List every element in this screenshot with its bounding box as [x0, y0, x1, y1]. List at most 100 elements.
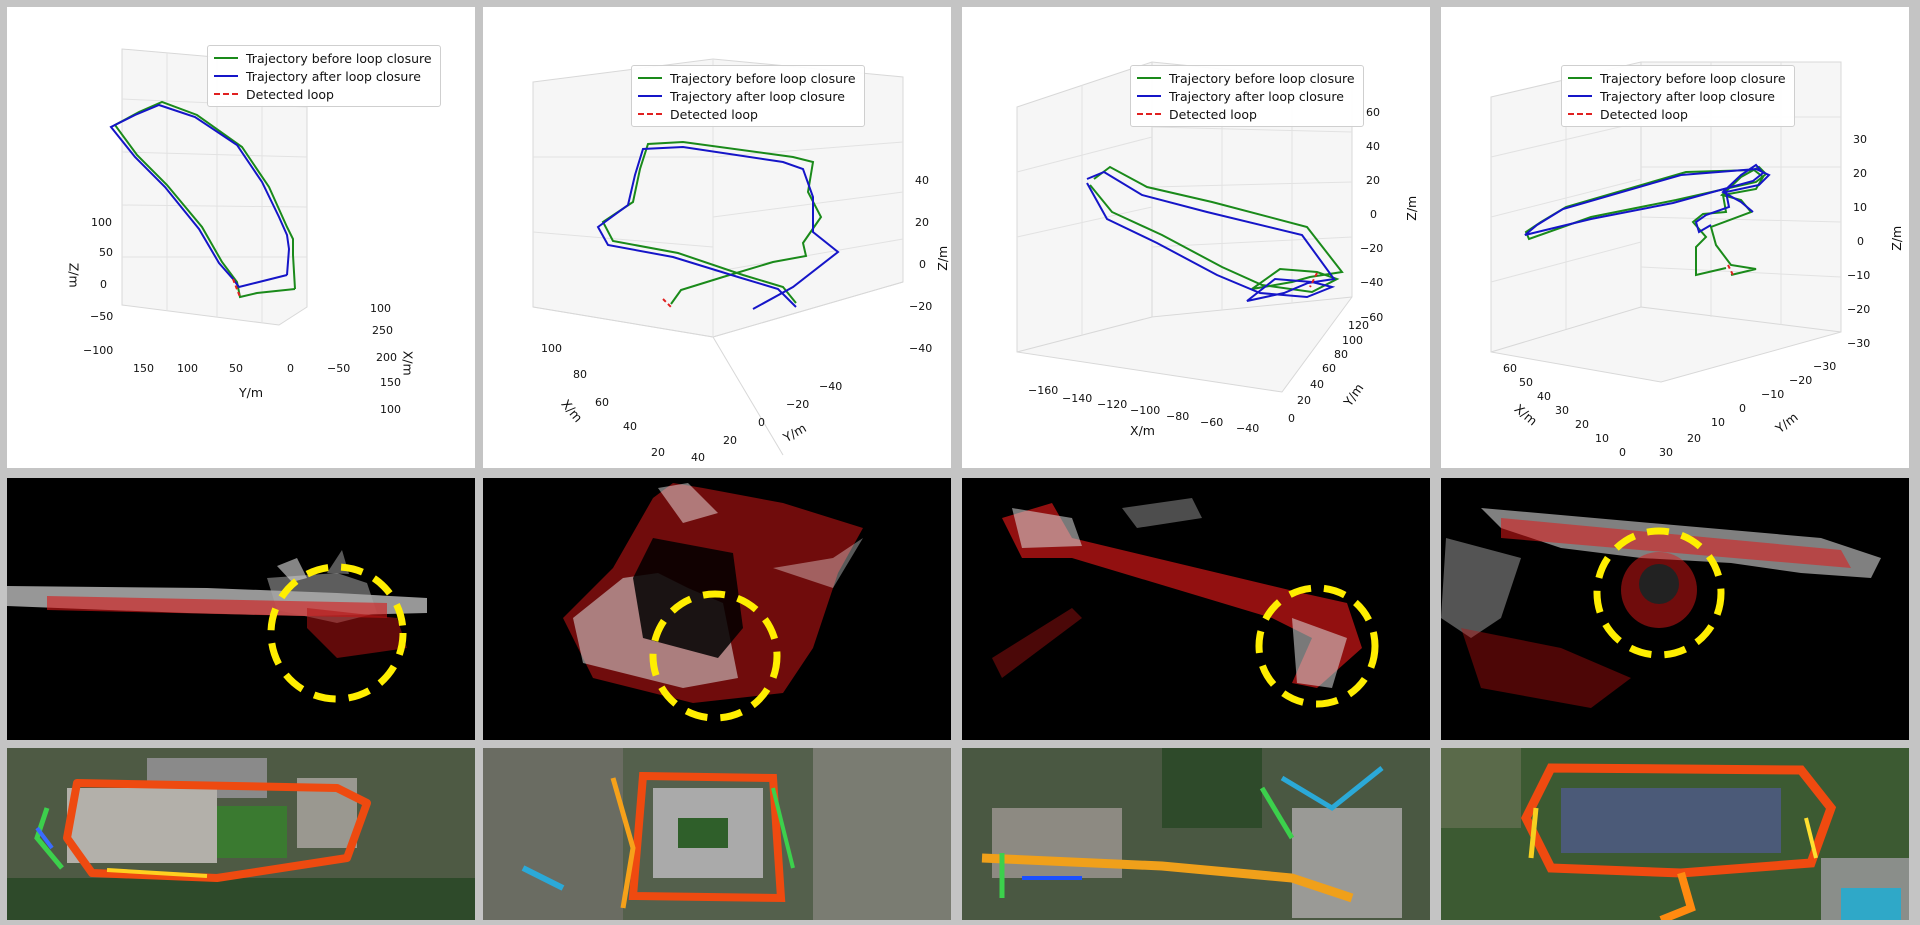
plot-axes-1 [109, 48, 308, 326]
y-tick: 40 [1310, 378, 1324, 391]
loop-highlight-circle [1593, 527, 1725, 659]
x-tick: 40 [1537, 390, 1551, 403]
z-tick: −40 [909, 342, 933, 355]
detected-loop-2 [662, 298, 672, 308]
x-tick: 20 [651, 446, 665, 459]
z-tick: 20 [1366, 174, 1380, 187]
trajectory-plot-2: Trajectory before loop closure Trajector… [483, 7, 951, 468]
x-tick: −60 [1200, 416, 1224, 429]
y-tick: 20 [1687, 432, 1701, 445]
x-tick: 250 [372, 324, 393, 337]
legend-item-before: Trajectory before loop closure [638, 69, 856, 87]
y-tick: 20 [1297, 394, 1311, 407]
z-tick: 0 [1857, 235, 1864, 248]
legend-item-after: Trajectory after loop closure [214, 67, 432, 85]
z-tick: 40 [915, 174, 929, 187]
legend-item-loop: Detected loop [1137, 105, 1355, 123]
x-axis-label: X/m [400, 350, 416, 376]
z-tick: 0 [100, 278, 107, 291]
legend-4: Trajectory before loop closure Trajector… [1561, 65, 1795, 127]
legend-3: Trajectory before loop closure Trajector… [1130, 65, 1364, 127]
point-cloud-map-4 [1441, 478, 1909, 740]
trajectory-after-2 [596, 145, 840, 310]
x-axis-label: X/m [1130, 423, 1155, 438]
x-tick: 10 [1595, 432, 1609, 445]
z-tick: −20 [1360, 242, 1384, 255]
z-tick: 0 [919, 258, 926, 271]
z-axis-label: Z/m [1889, 225, 1905, 251]
legend-item-before: Trajectory before loop closure [1568, 69, 1786, 87]
x-tick: 60 [595, 396, 609, 409]
legend-item-loop: Detected loop [214, 85, 432, 103]
z-tick: 20 [915, 216, 929, 229]
legend-1: Trajectory before loop closure Trajector… [207, 45, 441, 107]
legend-item-after: Trajectory after loop closure [638, 87, 856, 105]
x-tick: 100 [380, 403, 401, 416]
y-tick: −20 [1789, 374, 1813, 387]
y-tick: 50 [229, 362, 243, 375]
loop-highlight-circle [1255, 584, 1379, 708]
y-tick: 0 [1288, 412, 1295, 425]
legend-item-loop: Detected loop [638, 105, 856, 123]
trajectory-plot-3: Trajectory before loop closure Trajector… [962, 7, 1430, 468]
point-cloud-map-1 [7, 478, 475, 740]
z-tick: −100 [83, 344, 114, 357]
trajectory-before-2 [601, 140, 823, 305]
trajectory-before-3 [1089, 165, 1344, 294]
trajectory-plot-1: Trajectory before loop closure Trajector… [7, 7, 475, 468]
satellite-overlay-4 [1441, 748, 1909, 920]
z-axis-label: Z/m [935, 245, 951, 271]
trajectory-after-3 [1086, 170, 1336, 302]
z-tick: 20 [1853, 167, 1867, 180]
detected-loop-3 [1309, 272, 1318, 288]
y-tick: −40 [819, 380, 843, 393]
satellite-map-2 [483, 748, 951, 920]
detected-loop-4 [1727, 264, 1735, 278]
x-tick: 20 [1575, 418, 1589, 431]
z-tick: −10 [1847, 269, 1871, 282]
y-tick: 120 [1348, 319, 1369, 332]
x-tick: −100 [1130, 404, 1161, 417]
z-tick: −30 [1847, 337, 1871, 350]
y-tick: 0 [287, 362, 294, 375]
z-tick: −60 [1360, 311, 1384, 324]
y-tick: 10 [1711, 416, 1725, 429]
y-axis-label: Y/m [239, 385, 264, 400]
z-tick: 10 [1853, 201, 1867, 214]
z-tick: 0 [1370, 208, 1377, 221]
x-tick: −40 [1236, 422, 1260, 435]
detected-loop-1 [232, 278, 241, 298]
point-cloud-map-2 [483, 478, 951, 740]
z-tick: −20 [909, 300, 933, 313]
y-tick: −20 [786, 398, 810, 411]
x-tick: 80 [573, 368, 587, 381]
trajectory-plot-4: Trajectory before loop closure Trajector… [1441, 7, 1909, 468]
loop-highlight-circle [267, 563, 407, 703]
loop-highlight-circle [649, 590, 781, 722]
edge-tick: 100 [370, 302, 391, 315]
x-tick: −160 [1028, 384, 1059, 397]
z-tick: 100 [91, 216, 112, 229]
z-tick: −40 [1360, 276, 1384, 289]
z-tick: 60 [1366, 106, 1380, 119]
x-tick: −80 [1166, 410, 1190, 423]
y-tick: 100 [1342, 334, 1363, 347]
y-tick: 60 [1322, 362, 1336, 375]
z-tick: 40 [1366, 140, 1380, 153]
point-cloud-2 [563, 483, 863, 722]
point-cloud-map-3 [962, 478, 1430, 740]
point-cloud-1 [7, 550, 427, 703]
satellite-overlay-3 [962, 748, 1430, 920]
y-tick: 100 [177, 362, 198, 375]
x-tick: −120 [1097, 398, 1128, 411]
x-tick: 30 [1555, 404, 1569, 417]
satellite-map-4 [1441, 748, 1909, 920]
y-tick: −10 [1761, 388, 1785, 401]
x-tick: 100 [541, 342, 562, 355]
x-tick: 50 [1519, 376, 1533, 389]
z-tick: −50 [90, 310, 114, 323]
legend-item-before: Trajectory before loop closure [1137, 69, 1355, 87]
y-tick: −50 [327, 362, 351, 375]
y-tick: 0 [758, 416, 765, 429]
y-tick: 20 [723, 434, 737, 447]
